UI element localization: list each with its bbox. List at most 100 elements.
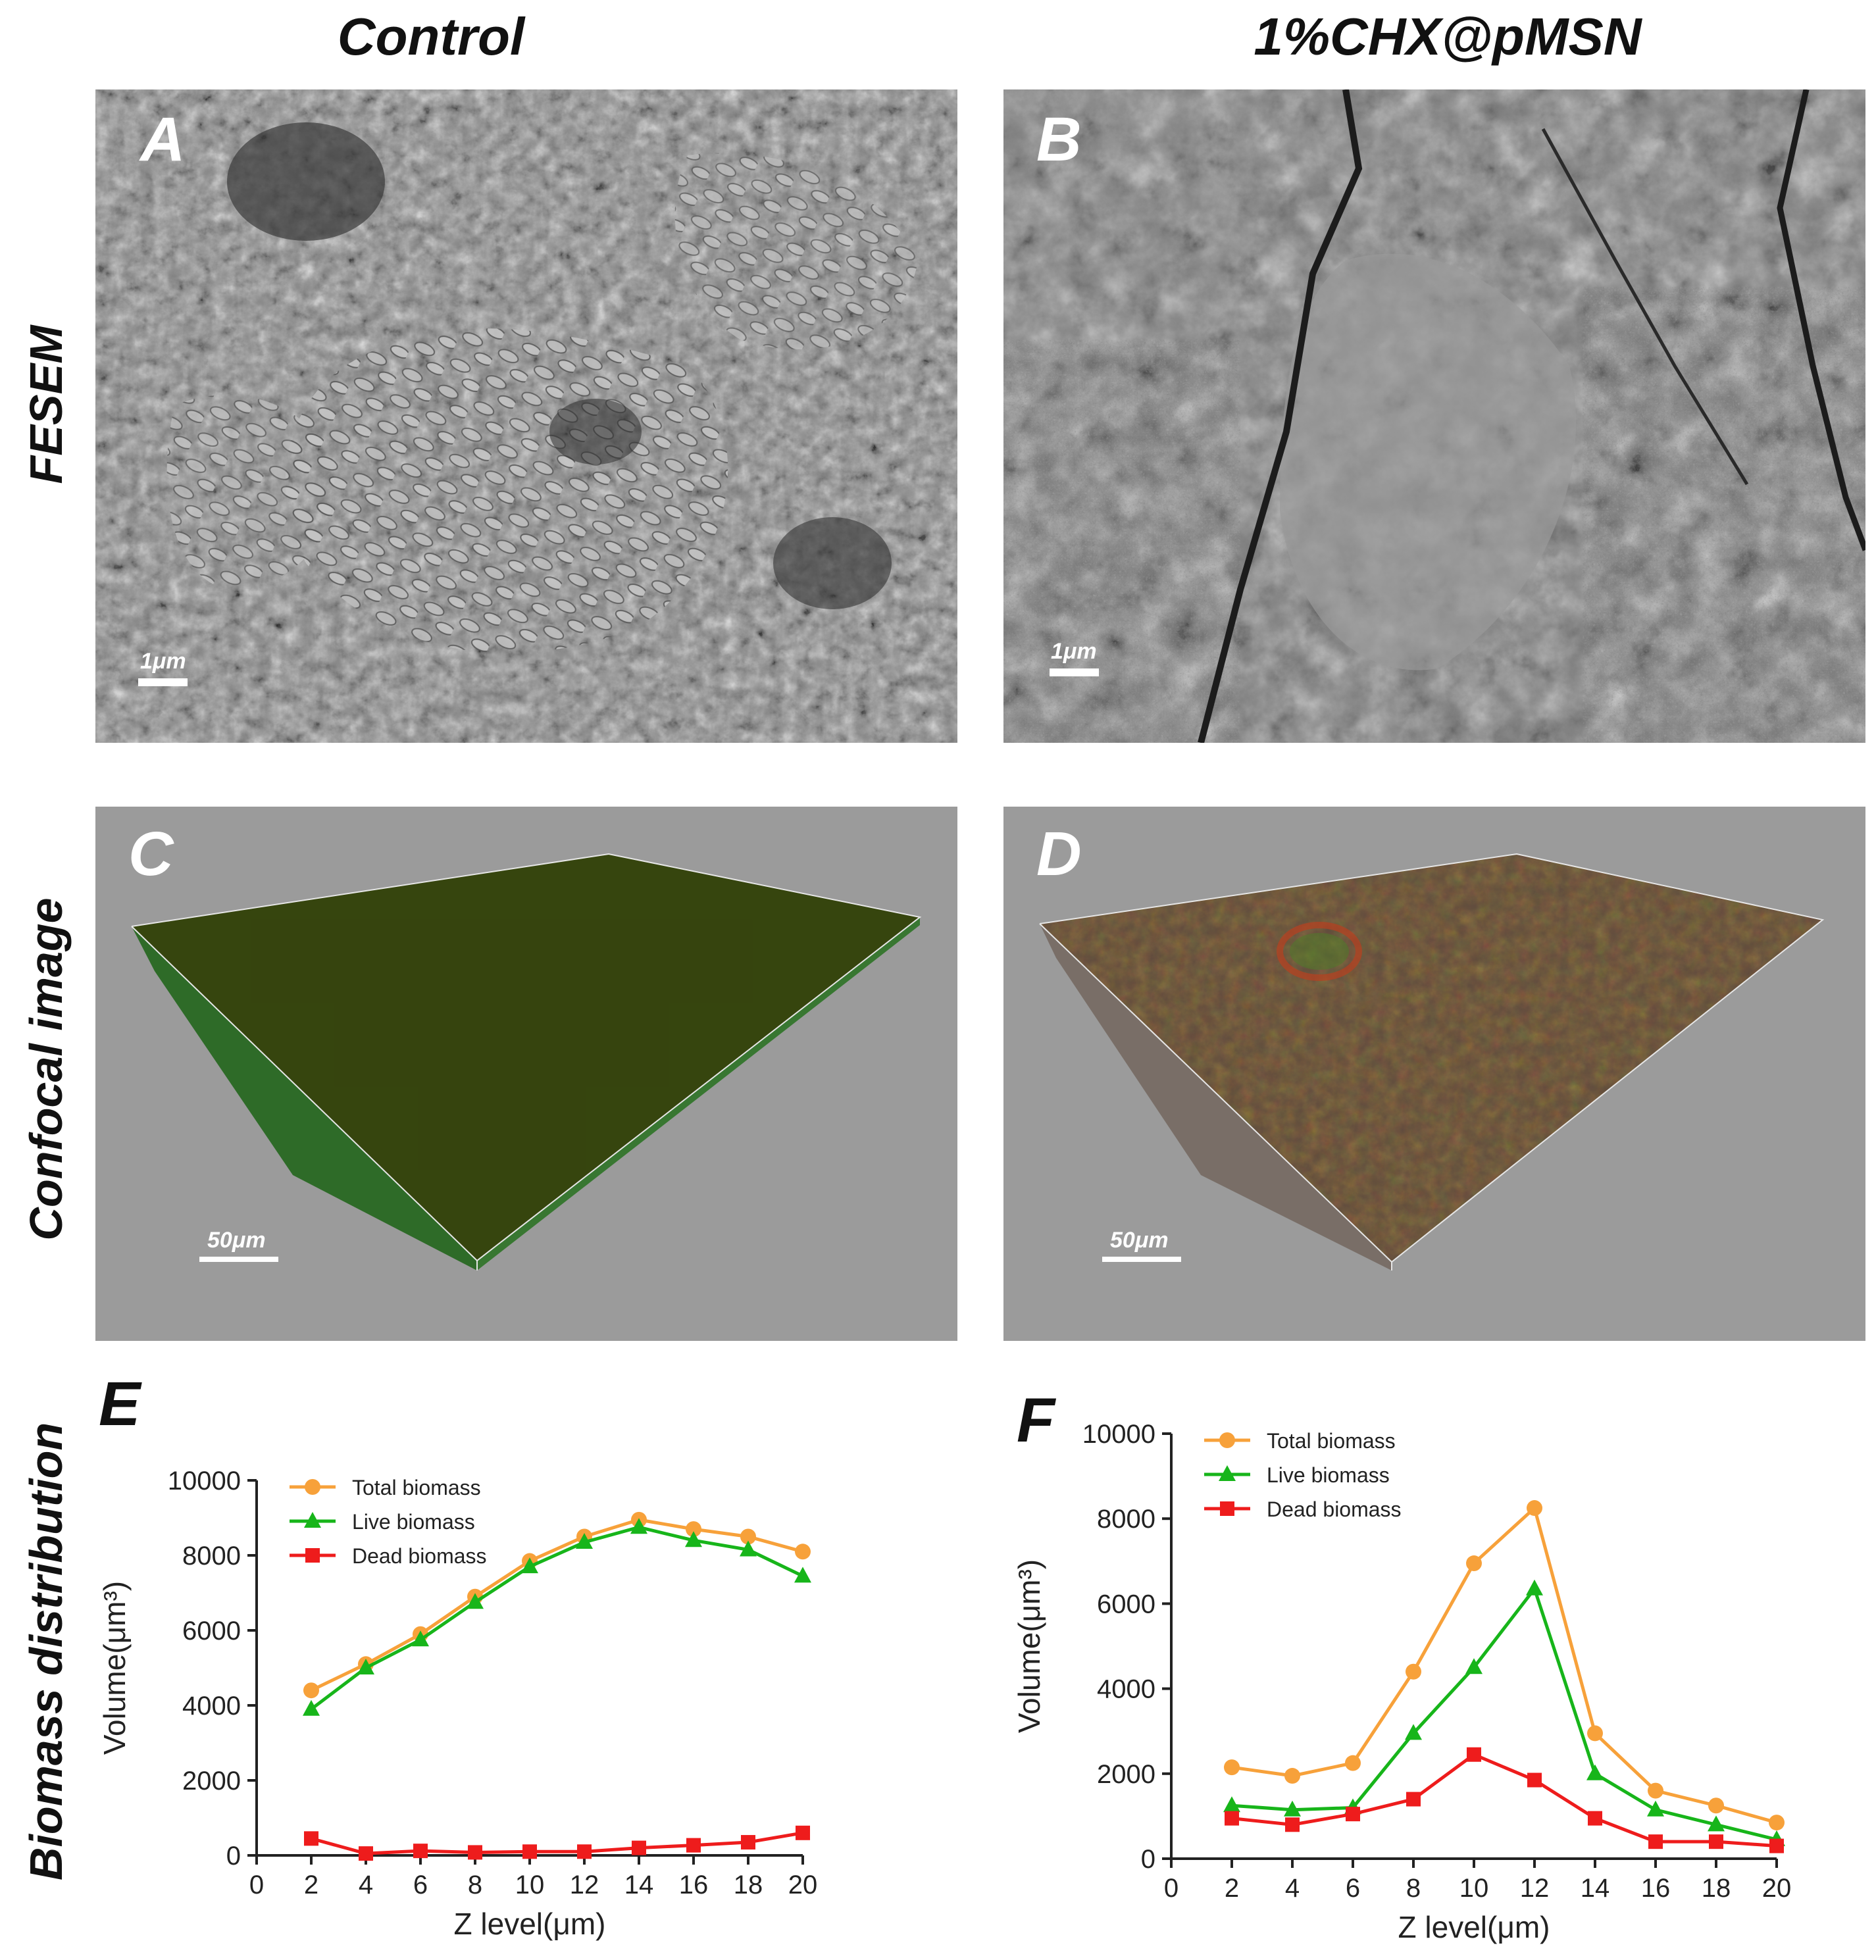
legend-marker bbox=[1219, 1465, 1236, 1481]
legend-marker bbox=[305, 1548, 320, 1563]
data-point bbox=[1223, 1796, 1240, 1813]
x-tick-label: 4 bbox=[359, 1871, 373, 1899]
legend-marker bbox=[305, 1479, 320, 1495]
panel-letter-e: E bbox=[99, 1369, 141, 1439]
data-point bbox=[522, 1844, 537, 1859]
y-tick-label: 8000 bbox=[182, 1542, 241, 1571]
data-point bbox=[1708, 1815, 1725, 1832]
data-point bbox=[740, 1540, 757, 1557]
chart-e-biomass-control: 0 2 4 6 8 10 12 14 16 18 20 0 2000 4000 6000 8000 10000 Z… bbox=[99, 1467, 817, 1941]
x-tick-label: 8 bbox=[468, 1871, 482, 1899]
panel-d-confocal-image: D 50μm bbox=[1003, 807, 1865, 1341]
y-axis-label: Volume(μm³) bbox=[1013, 1559, 1046, 1733]
data-point bbox=[1465, 1658, 1483, 1674]
confocal-volume-control bbox=[131, 853, 922, 1270]
y-tick-label: 0 bbox=[1141, 1845, 1155, 1874]
x-tick-label: 14 bbox=[1581, 1874, 1610, 1903]
panel-b-fesem-image: B 1μm bbox=[1003, 89, 1865, 743]
data-point bbox=[1709, 1834, 1723, 1849]
y-axis-label: Volume(μm³) bbox=[99, 1581, 132, 1755]
series-line bbox=[310, 1525, 804, 1711]
series-line bbox=[311, 1831, 803, 1855]
legend-label: Total biomass bbox=[1267, 1429, 1396, 1453]
row-label-confocal: Confocal image bbox=[20, 897, 72, 1241]
data-point bbox=[1586, 1764, 1604, 1780]
series-line bbox=[310, 1518, 803, 1692]
data-point bbox=[1224, 1759, 1240, 1776]
data-point bbox=[630, 1518, 647, 1534]
data-point bbox=[1467, 1747, 1481, 1762]
x-tick-label: 20 bbox=[1762, 1874, 1792, 1903]
scale-label-c: 50μm bbox=[207, 1228, 266, 1253]
data-point bbox=[1769, 1838, 1784, 1853]
scale-bar-d bbox=[1102, 1257, 1181, 1262]
data-point bbox=[413, 1844, 428, 1859]
data-point bbox=[794, 1567, 811, 1583]
data-point bbox=[1405, 1724, 1422, 1740]
x-tick-label: 0 bbox=[249, 1871, 264, 1899]
data-point bbox=[632, 1840, 646, 1855]
panel-letter-c: C bbox=[128, 819, 174, 889]
data-point bbox=[1588, 1811, 1602, 1826]
data-point bbox=[468, 1845, 482, 1860]
x-tick-label: 10 bbox=[1459, 1874, 1489, 1903]
data-point bbox=[359, 1846, 373, 1861]
legend-label: Dead biomass bbox=[352, 1544, 487, 1568]
data-point bbox=[686, 1838, 701, 1853]
y-tick-label: 10000 bbox=[168, 1467, 241, 1495]
scale-label-b: 1μm bbox=[1051, 639, 1097, 664]
data-point bbox=[467, 1593, 484, 1609]
data-point bbox=[304, 1831, 318, 1846]
data-point bbox=[1284, 1800, 1301, 1817]
legend-label: Live biomass bbox=[1267, 1463, 1390, 1487]
data-point bbox=[303, 1682, 319, 1699]
x-tick-label: 4 bbox=[1285, 1874, 1300, 1903]
x-tick-label: 12 bbox=[1520, 1874, 1550, 1903]
x-tick-label: 18 bbox=[734, 1871, 763, 1899]
data-point bbox=[685, 1531, 702, 1547]
chart-f-biomass-treatment: 0 2 4 6 8 10 12 14 16 18 20 0 2000 4000 6000 8000 10000 Z… bbox=[1013, 1420, 1792, 1944]
panel-c-confocal-image: C 50μm bbox=[95, 807, 957, 1341]
x-tick-label: 6 bbox=[1346, 1874, 1360, 1903]
data-point bbox=[576, 1533, 593, 1549]
panel-letter-f: F bbox=[1017, 1386, 1055, 1455]
x-tick-label: 6 bbox=[413, 1871, 428, 1899]
data-point bbox=[1345, 1755, 1361, 1771]
column-title-control: Control bbox=[337, 7, 525, 66]
series-line bbox=[1231, 1585, 1777, 1842]
data-point bbox=[686, 1521, 701, 1538]
scale-bar-b bbox=[1050, 668, 1099, 676]
data-point bbox=[1466, 1555, 1482, 1572]
scale-label-d: 50μm bbox=[1110, 1228, 1169, 1253]
x-tick-label: 18 bbox=[1702, 1874, 1731, 1903]
x-tick-label: 14 bbox=[624, 1871, 654, 1899]
scale-bar-a bbox=[138, 678, 188, 686]
y-tick-label: 2000 bbox=[1097, 1760, 1155, 1789]
x-axis-label: Z level(μm) bbox=[454, 1907, 606, 1941]
column-title-treatment: 1%CHX@pMSN bbox=[1254, 7, 1642, 66]
data-point bbox=[1648, 1782, 1663, 1799]
panel-letter-b: B bbox=[1036, 105, 1082, 174]
data-point bbox=[1346, 1807, 1360, 1822]
row-label-biomass: Biomass distribution bbox=[20, 1422, 72, 1881]
x-tick-label: 2 bbox=[1225, 1874, 1239, 1903]
x-tick-label: 2 bbox=[304, 1871, 318, 1899]
data-point bbox=[1647, 1800, 1664, 1817]
x-tick-label: 0 bbox=[1164, 1874, 1179, 1903]
x-tick-label: 12 bbox=[570, 1871, 599, 1899]
x-tick-label: 16 bbox=[679, 1871, 709, 1899]
data-point bbox=[412, 1630, 429, 1647]
data-point bbox=[795, 1544, 811, 1560]
data-point bbox=[1527, 1772, 1542, 1788]
data-point bbox=[577, 1844, 592, 1859]
data-point bbox=[1526, 1579, 1543, 1596]
series-line bbox=[1231, 1752, 1777, 1848]
row-label-fesem: FESEM bbox=[20, 325, 72, 484]
sem-texture-treatment bbox=[1003, 89, 1865, 743]
panel-a-fesem-image: A 1μm bbox=[95, 89, 957, 743]
y-tick-label: 2000 bbox=[182, 1767, 241, 1796]
legend-marker bbox=[1220, 1501, 1234, 1516]
panel-letter-d: D bbox=[1036, 819, 1082, 889]
x-tick-label: 8 bbox=[1406, 1874, 1421, 1903]
series-line bbox=[1231, 1505, 1777, 1824]
